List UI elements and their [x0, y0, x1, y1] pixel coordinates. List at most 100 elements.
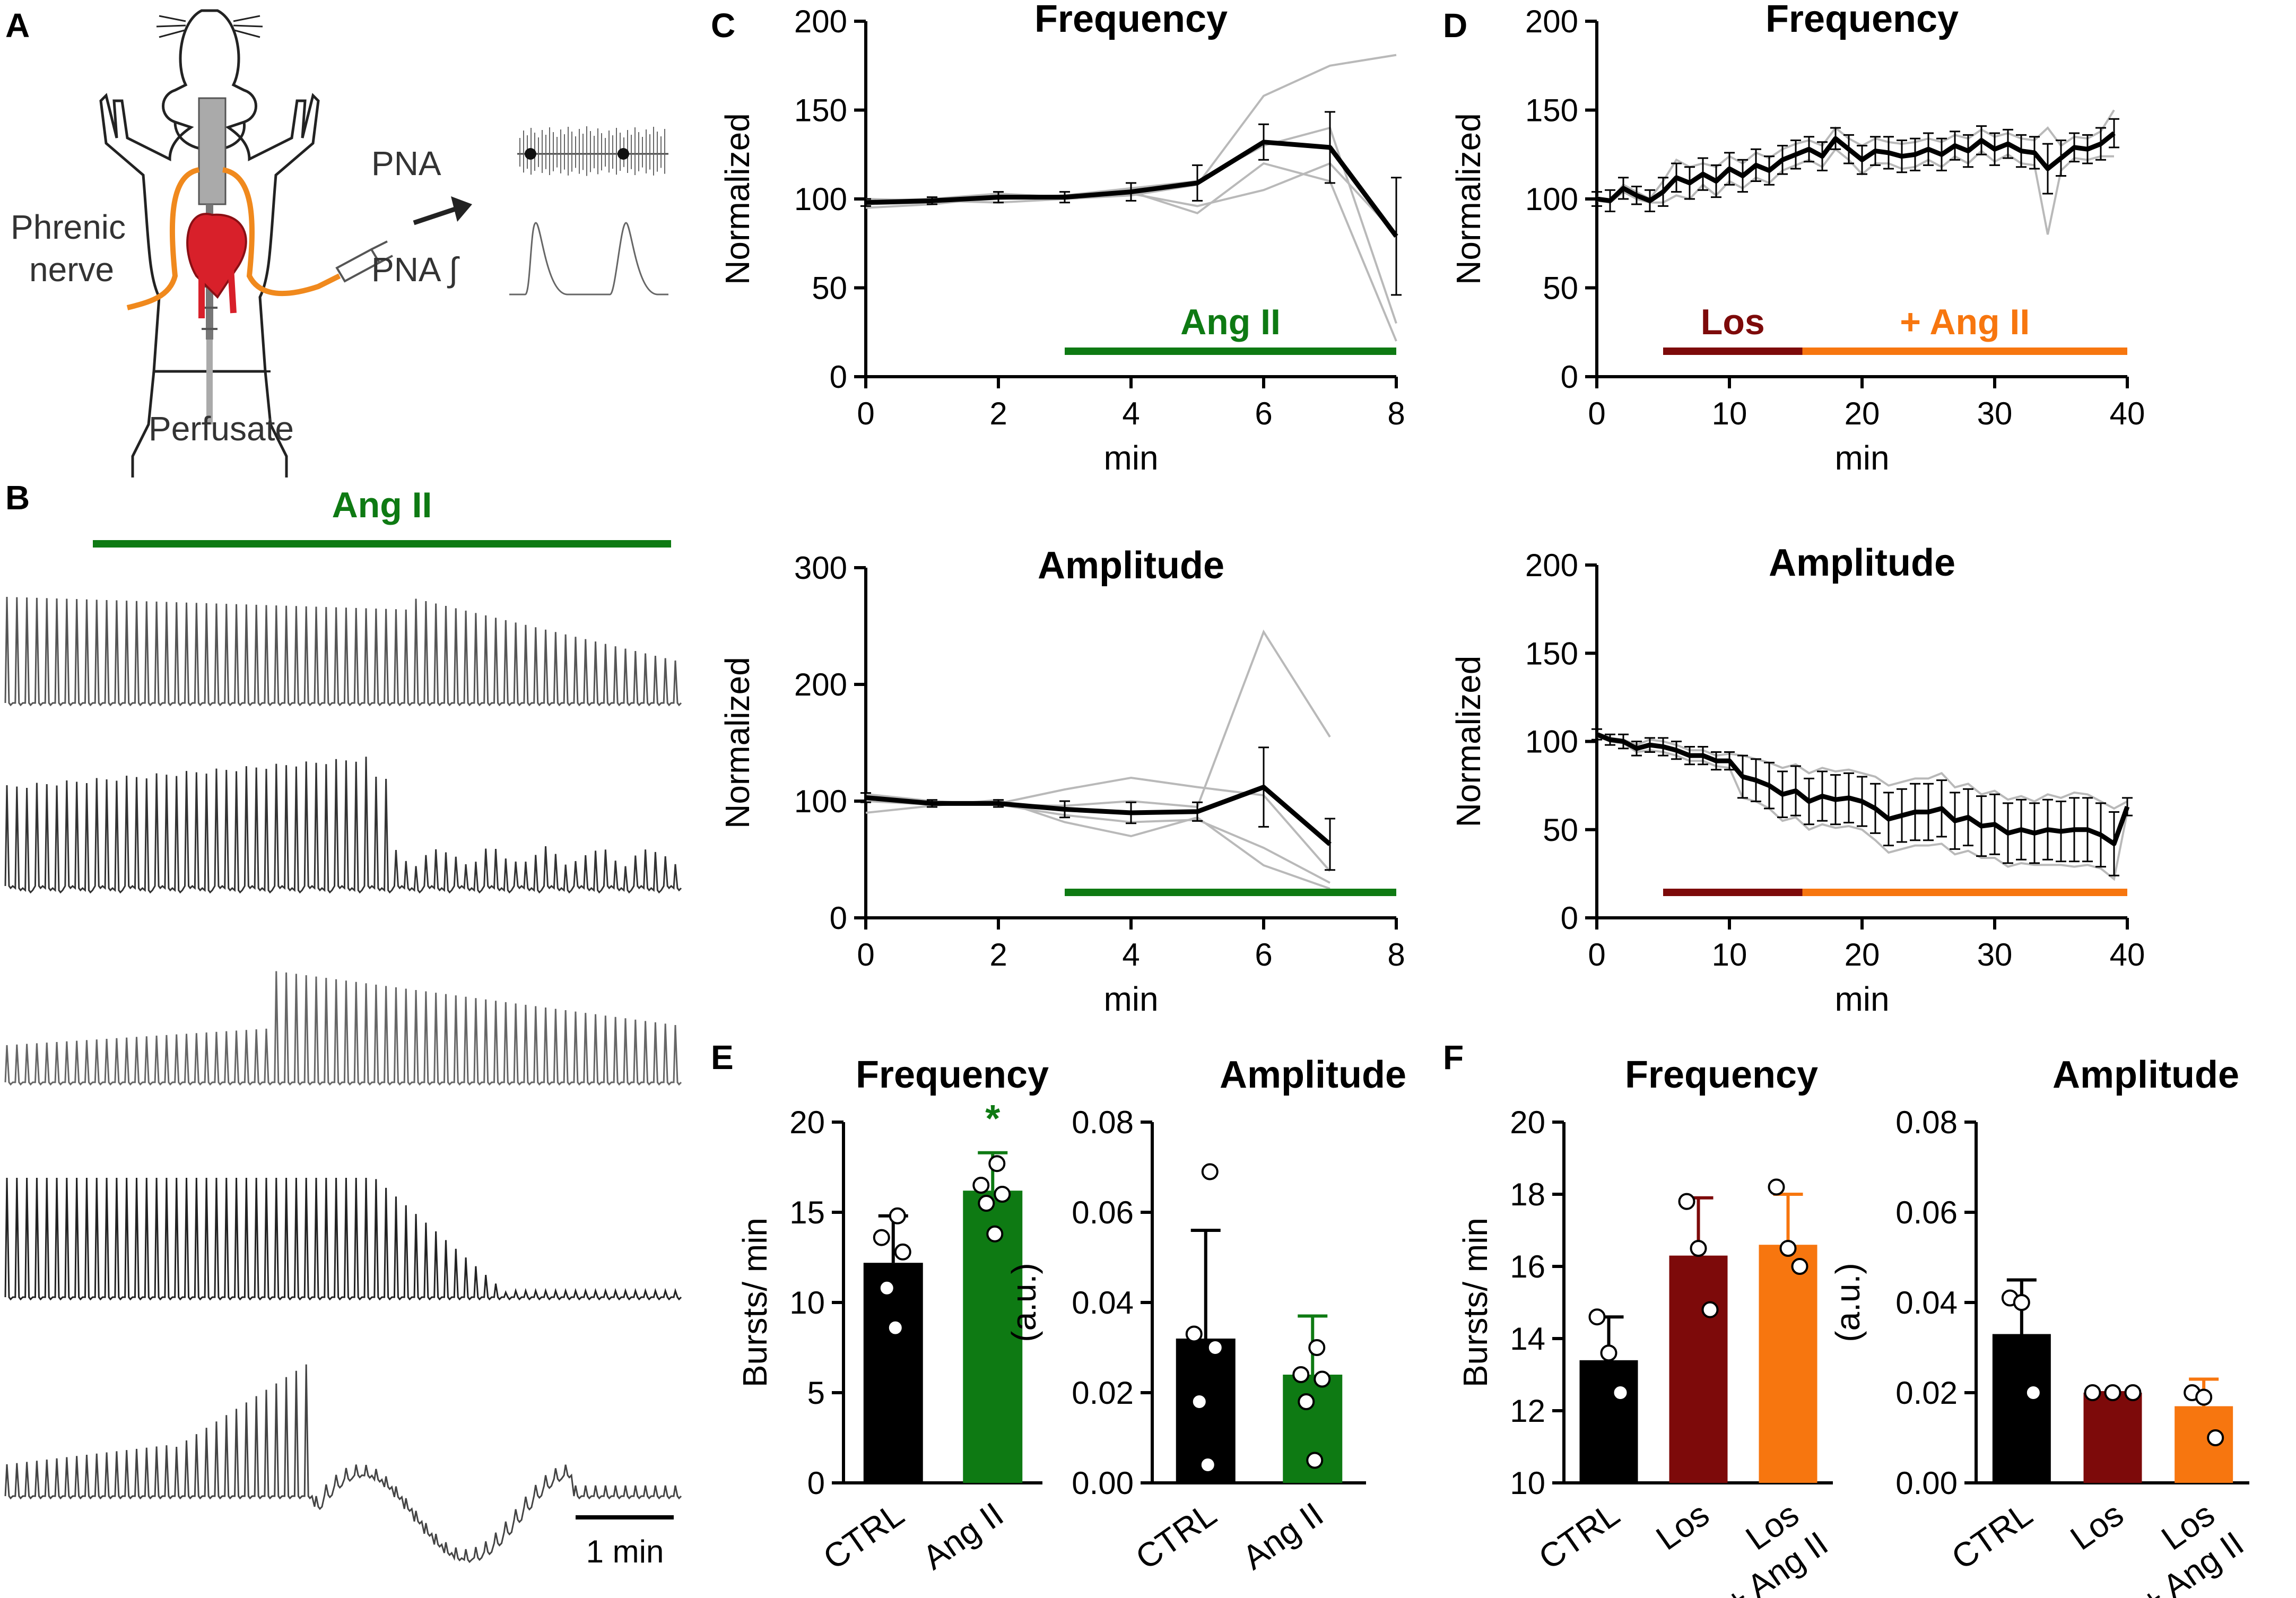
- phrenic-label-line2: nerve: [29, 250, 114, 289]
- bar: [1759, 1245, 1817, 1483]
- data-point: [1588, 1308, 1606, 1326]
- significance-marker: *: [985, 1098, 1000, 1140]
- y-axis-label: Normalized: [1449, 656, 1488, 828]
- chart-c-frequency: Frequency 0 50 100 150 200 0 2 4 6 8 min Normalized A…: [718, 0, 1405, 477]
- data-point: [986, 1225, 1004, 1243]
- y-tick-label: 0.04: [1895, 1285, 1958, 1321]
- heart-drawing: [186, 213, 247, 318]
- y-tick-label: 0.04: [1072, 1285, 1134, 1321]
- bar: [2083, 1393, 2142, 1483]
- burst-marker: [618, 148, 629, 160]
- chart-e-amplitude: Amplitude 0.00 0.02 0.04 0.06 0.08 (a.u.) CTRL A…: [1005, 1054, 1406, 1577]
- data-point: [2084, 1384, 2101, 1401]
- y-axis-label: Normalized: [1449, 113, 1488, 285]
- x-tick-label: 0: [1588, 396, 1605, 431]
- data-point: [889, 1207, 906, 1224]
- phrenic-label-line1: Phrenic: [11, 208, 126, 246]
- individual-trace: [865, 126, 1397, 324]
- suction-electrode-drawing: [335, 240, 393, 283]
- y-tick-label: 100: [794, 784, 847, 819]
- chart-d-amplitude: Amplitude 0 50 100 150 200 0 10 20 30 40 min Normali…: [1449, 542, 2145, 1018]
- individual-trace: [1596, 147, 2114, 235]
- trace-4: [4, 1177, 682, 1301]
- y-tick-label: 10: [1510, 1465, 1545, 1501]
- individual-trace: [865, 54, 1397, 204]
- panel-letter-c: C: [711, 6, 735, 45]
- category-label: CTRL: [816, 1495, 911, 1577]
- burst-marker: [525, 148, 536, 160]
- y-tick-label: 50: [1543, 271, 1578, 306]
- y-tick-label: 0: [1561, 900, 1578, 936]
- x-tick-label: 30: [1977, 396, 2013, 431]
- panel-letter-d: D: [1443, 6, 1467, 45]
- arrow-head-icon: [451, 196, 472, 222]
- x-axis-label: min: [1834, 980, 1889, 1018]
- y-tick-label: 0: [830, 359, 847, 395]
- y-tick-label: 100: [1525, 724, 1578, 760]
- x-tick-label: 30: [1977, 937, 2013, 972]
- x-tick-label: 10: [1712, 937, 1747, 972]
- y-tick-label: 0.08: [1072, 1105, 1134, 1140]
- mean-line: [1596, 131, 2116, 203]
- rat-preparation-schematic: PNA PNA ∫ Phrenic nerve Perfusate: [11, 9, 668, 477]
- x-axis-label: min: [1103, 980, 1158, 1018]
- y-tick-label: 50: [1543, 812, 1578, 848]
- data-point: [1308, 1339, 1326, 1356]
- category-label: CTRL: [1945, 1495, 2039, 1577]
- data-point: [1206, 1339, 1224, 1356]
- data-point: [994, 1186, 1011, 1203]
- data-point: [1768, 1178, 1785, 1196]
- data-point: [1791, 1258, 1808, 1275]
- y-tick-label: 0: [1561, 359, 1578, 395]
- category-label: Los: [2064, 1495, 2130, 1557]
- x-tick-label: 8: [1387, 396, 1405, 431]
- chart-title: Frequency: [1766, 0, 1959, 40]
- pna-raw-trace: [517, 126, 668, 176]
- x-tick-label: 4: [1122, 396, 1140, 431]
- mean-line: [865, 785, 1332, 846]
- x-tick-label: 40: [2110, 396, 2145, 431]
- panel-letter-b: B: [5, 479, 30, 517]
- scale-bar-label: 1 min: [586, 1534, 664, 1569]
- x-tick-label: 4: [1122, 937, 1140, 972]
- x-tick-label: 0: [857, 937, 874, 972]
- chart-title: Amplitude: [2053, 1054, 2239, 1096]
- y-tick-label: 300: [794, 550, 847, 586]
- y-tick-label: 20: [1510, 1105, 1545, 1140]
- chart-title: Frequency: [1034, 0, 1228, 40]
- chart-title: Frequency: [856, 1054, 1049, 1096]
- y-tick-label: 20: [789, 1105, 825, 1140]
- data-point: [2207, 1429, 2224, 1446]
- pna-integrated-label: PNA ∫: [371, 250, 460, 289]
- chart-title: Amplitude: [1769, 542, 1955, 584]
- data-point: [878, 1279, 895, 1297]
- individual-trace: [865, 776, 1331, 872]
- y-axis-label: (a.u.): [1829, 1263, 1867, 1342]
- category-label: CTRL: [1532, 1495, 1626, 1577]
- x-tick-label: 0: [857, 396, 874, 431]
- y-tick-label: 16: [1510, 1249, 1545, 1284]
- individual-trace: [865, 629, 1331, 809]
- data-point: [2024, 1384, 2042, 1401]
- data-point: [1185, 1325, 1203, 1343]
- data-point: [1306, 1452, 1324, 1469]
- individual-trace: [1596, 732, 2128, 810]
- y-tick-label: 200: [794, 4, 847, 39]
- data-point: [1190, 1393, 1208, 1410]
- data-point: [1690, 1240, 1707, 1257]
- y-tick-label: 12: [1510, 1393, 1545, 1429]
- x-tick-label: 20: [1845, 937, 1880, 972]
- trace-5: [4, 1364, 682, 1564]
- data-point: [1678, 1193, 1695, 1210]
- trace-1: [4, 596, 682, 707]
- data-point: [894, 1243, 911, 1261]
- data-point: [2124, 1384, 2142, 1401]
- treatment-label: Ang II: [1180, 302, 1281, 342]
- mean-line: [865, 140, 1398, 238]
- x-tick-label: 2: [989, 937, 1007, 972]
- category-label: Ang II: [1236, 1495, 1330, 1577]
- y-axis-label: Bursts/ min: [1456, 1218, 1494, 1387]
- data-point: [2195, 1388, 2213, 1406]
